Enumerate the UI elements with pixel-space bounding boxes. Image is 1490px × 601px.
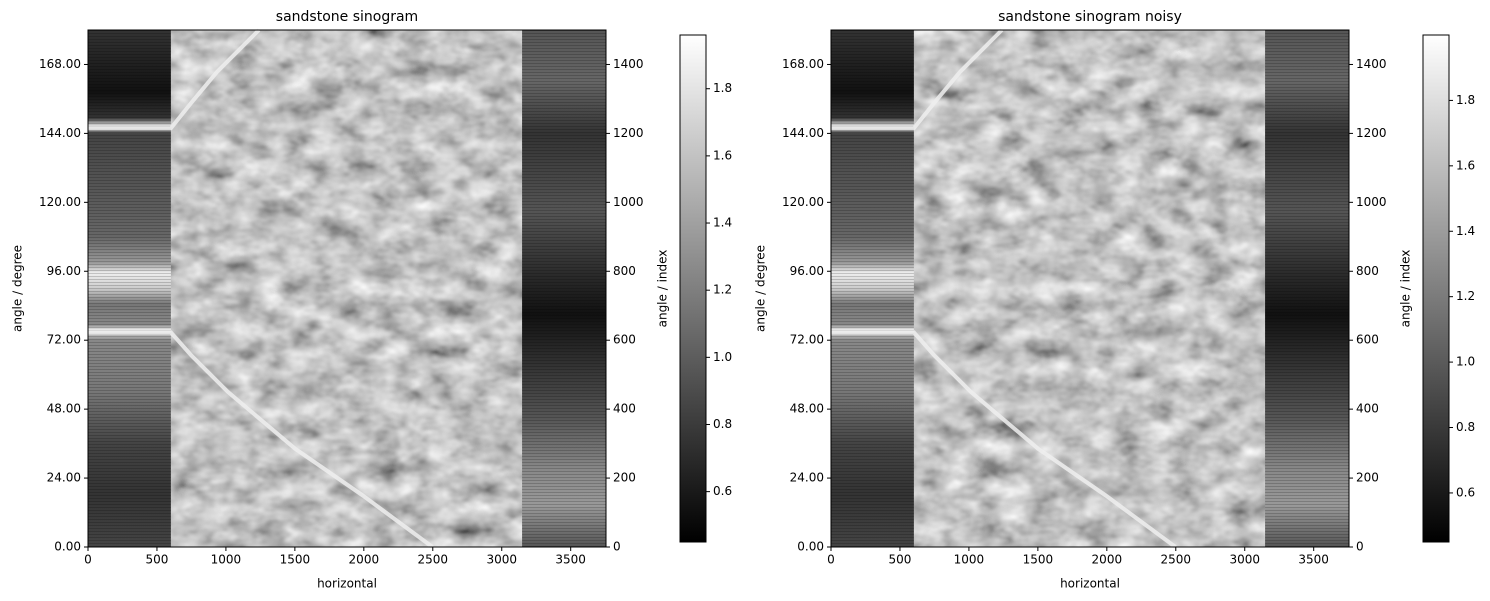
y2-tick-label: 1200 bbox=[613, 126, 644, 140]
y-axis-label: angle / degree bbox=[754, 245, 768, 332]
colorbar-tick-label: 1.8 bbox=[713, 81, 732, 95]
y-tick-label: 24.00 bbox=[47, 471, 81, 485]
image-curve bbox=[831, 330, 1177, 549]
y2-tick-label: 800 bbox=[613, 264, 636, 278]
x-tick-label: 1000 bbox=[954, 553, 985, 567]
colorbar-tick-label: 1.8 bbox=[1456, 93, 1475, 107]
x-axis-label: horizontal bbox=[317, 577, 377, 591]
y2-tick-label: 1400 bbox=[1356, 57, 1387, 71]
axes-frame bbox=[830, 29, 1350, 548]
colorbar-tick-label: 1.2 bbox=[713, 283, 732, 297]
colorbar-tick-label: 1.6 bbox=[1456, 158, 1475, 172]
y-axis-label: angle / degree bbox=[11, 245, 25, 332]
x-tick-label: 1500 bbox=[280, 553, 311, 567]
y-tick-label: 96.00 bbox=[47, 264, 81, 278]
y2-tick-label: 0 bbox=[1356, 540, 1364, 554]
y2-tick-label: 600 bbox=[613, 333, 636, 347]
x-tick-label: 2500 bbox=[418, 553, 449, 567]
y-tick-label: 144.00 bbox=[39, 126, 81, 140]
image-curve bbox=[831, 28, 1004, 131]
x-tick-label: 2000 bbox=[1092, 553, 1123, 567]
x-tick-label: 3500 bbox=[555, 553, 586, 567]
y2-tick-label: 200 bbox=[613, 471, 636, 485]
y-tick-label: 96.00 bbox=[790, 264, 824, 278]
y2-tick-label: 1200 bbox=[1356, 126, 1387, 140]
y-tick-label: 168.00 bbox=[782, 57, 824, 71]
x-tick-label: 2000 bbox=[349, 553, 380, 567]
x-tick-label: 0 bbox=[84, 553, 92, 567]
x-tick-label: 1000 bbox=[211, 553, 242, 567]
colorbar-tick-label: 0.6 bbox=[713, 484, 732, 498]
x-tick-label: 3500 bbox=[1298, 553, 1329, 567]
y2-tick-label: 600 bbox=[1356, 333, 1379, 347]
heatmap bbox=[88, 28, 606, 549]
y2-axis-label: angle / index bbox=[656, 250, 670, 328]
y-tick-label: 48.00 bbox=[790, 402, 824, 416]
y-tick-label: 24.00 bbox=[790, 471, 824, 485]
x-tick-label: 3000 bbox=[1229, 553, 1260, 567]
chart-title: sandstone sinogram noisy bbox=[998, 9, 1182, 25]
image-band bbox=[1265, 30, 1349, 547]
x-tick-label: 500 bbox=[146, 553, 169, 567]
colorbar-tick-label: 1.4 bbox=[1456, 224, 1475, 238]
y2-tick-label: 1400 bbox=[613, 57, 644, 71]
colorbar-tick-label: 1.2 bbox=[1456, 289, 1475, 303]
y2-tick-label: 200 bbox=[1356, 471, 1379, 485]
image-curve bbox=[88, 28, 261, 131]
colorbar-tick-label: 1.0 bbox=[713, 350, 732, 364]
colorbar-tick-label: 1.0 bbox=[1456, 355, 1475, 369]
colorbar-tick-label: 0.8 bbox=[713, 417, 732, 431]
y2-tick-label: 400 bbox=[1356, 402, 1379, 416]
colorbar-tick-label: 0.8 bbox=[1456, 420, 1475, 434]
y-tick-label: 48.00 bbox=[47, 402, 81, 416]
colorbar-tick-label: 1.4 bbox=[713, 216, 732, 230]
colorbar-tick-label: 1.6 bbox=[713, 148, 732, 162]
x-tick-label: 0 bbox=[827, 553, 835, 567]
x-tick-label: 2500 bbox=[1161, 553, 1192, 567]
image-band bbox=[831, 30, 914, 547]
y-tick-label: 0.00 bbox=[797, 540, 824, 554]
y2-tick-label: 1000 bbox=[613, 195, 644, 209]
x-axis-label: horizontal bbox=[1060, 577, 1120, 591]
y2-tick-label: 800 bbox=[1356, 264, 1379, 278]
heatmap bbox=[831, 28, 1349, 549]
y-tick-label: 120.00 bbox=[782, 195, 824, 209]
y2-tick-label: 0 bbox=[613, 540, 621, 554]
y2-axis-label: angle / index bbox=[1399, 250, 1413, 328]
y-tick-label: 72.00 bbox=[790, 333, 824, 347]
colorbar-tick-label: 0.6 bbox=[1456, 485, 1475, 499]
colorbar bbox=[1422, 34, 1450, 543]
chart-title: sandstone sinogram bbox=[276, 9, 418, 25]
y-tick-label: 144.00 bbox=[782, 126, 824, 140]
image-curve bbox=[88, 330, 434, 549]
x-tick-label: 500 bbox=[889, 553, 912, 567]
y-tick-label: 168.00 bbox=[39, 57, 81, 71]
colorbar bbox=[679, 34, 707, 543]
y-tick-label: 0.00 bbox=[54, 540, 81, 554]
image-band bbox=[522, 30, 606, 547]
axes-frame bbox=[87, 29, 607, 548]
y2-tick-label: 400 bbox=[613, 402, 636, 416]
y-tick-label: 120.00 bbox=[39, 195, 81, 209]
y2-tick-label: 1000 bbox=[1356, 195, 1387, 209]
y-tick-label: 72.00 bbox=[47, 333, 81, 347]
x-tick-label: 3000 bbox=[486, 553, 517, 567]
image-texture bbox=[913, 30, 1266, 547]
x-tick-label: 1500 bbox=[1023, 553, 1054, 567]
image-band bbox=[88, 30, 171, 547]
image-texture bbox=[170, 30, 523, 547]
